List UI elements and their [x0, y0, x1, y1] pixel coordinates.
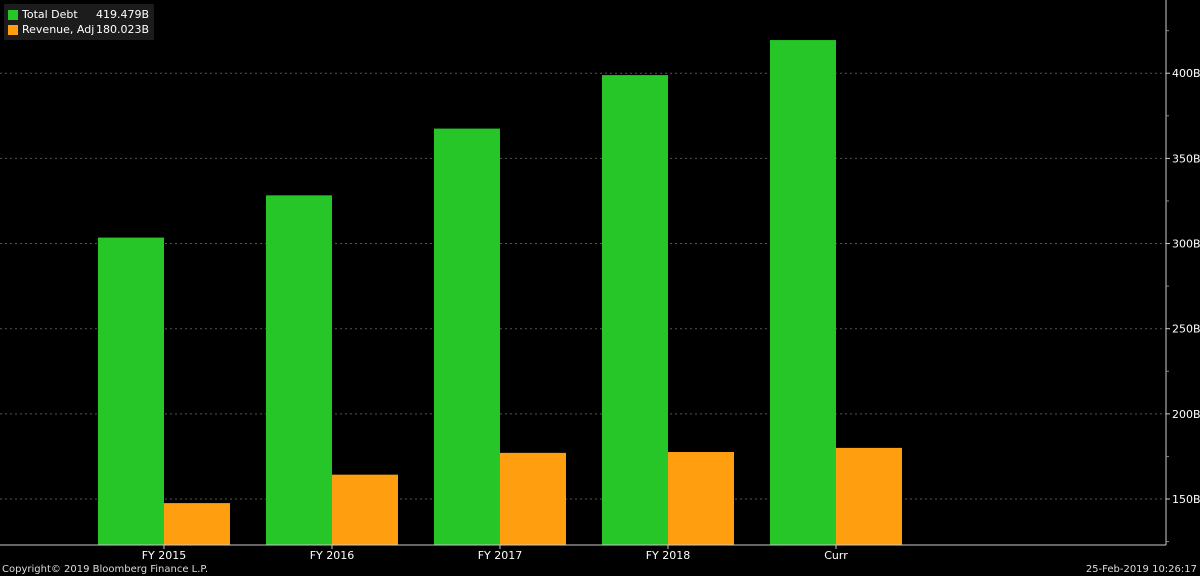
- bar-revenue-adj-4: [668, 452, 734, 545]
- bar-revenue-adj-3: [500, 452, 566, 545]
- y-tick-label: 350B: [1172, 152, 1200, 165]
- legend-label-revenue-adj: Revenue, Adj: [22, 23, 95, 36]
- timestamp-text: 25-Feb-2019 10:26:17: [1085, 564, 1197, 575]
- legend-value-total-debt: 419.479B: [96, 8, 150, 21]
- y-axis: 150B 200B 250B 300B 350B 400B: [1166, 30, 1200, 543]
- legend-item-revenue-adj: Revenue, Adj 180.023B: [8, 22, 149, 37]
- x-tick-label: FY 2018: [646, 549, 691, 562]
- y-tick-label: 300B: [1172, 238, 1200, 251]
- bar-total-debt-5: [770, 40, 836, 545]
- bar-total-debt-1: [98, 237, 164, 545]
- y-tick-label: 250B: [1172, 323, 1200, 336]
- y-tick-label: 400B: [1172, 67, 1200, 80]
- x-tick-label: FY 2017: [478, 549, 523, 562]
- bar-total-debt-4: [602, 75, 668, 545]
- bar-revenue-adj-1: [164, 503, 230, 545]
- y-tick-label: 200B: [1172, 408, 1200, 421]
- x-tick-label: FY 2015: [142, 549, 187, 562]
- y-tick-label: 150B: [1172, 493, 1200, 506]
- legend: Total Debt 419.479B Revenue, Adj 180.023…: [4, 4, 155, 40]
- bar-total-debt-3: [434, 128, 500, 545]
- bars: [98, 40, 902, 545]
- x-axis: FY 2015 FY 2016 FY 2017 FY 2018 Curr: [142, 545, 848, 562]
- legend-swatch-revenue-adj: [8, 24, 18, 35]
- legend-item-total-debt: Total Debt 419.479B: [8, 7, 149, 22]
- copyright-text: Copyright© 2019 Bloomberg Finance L.P.: [2, 564, 209, 575]
- x-tick-label: FY 2016: [310, 549, 355, 562]
- bar-total-debt-2: [266, 195, 332, 545]
- legend-swatch-total-debt: [8, 9, 18, 20]
- x-tick-label: Curr: [824, 549, 848, 562]
- bar-revenue-adj-5: [836, 447, 902, 545]
- grid: [0, 72, 1166, 500]
- legend-value-revenue-adj: 180.023B: [96, 23, 150, 36]
- bar-revenue-adj-2: [332, 474, 398, 545]
- legend-label-total-debt: Total Debt: [22, 8, 78, 21]
